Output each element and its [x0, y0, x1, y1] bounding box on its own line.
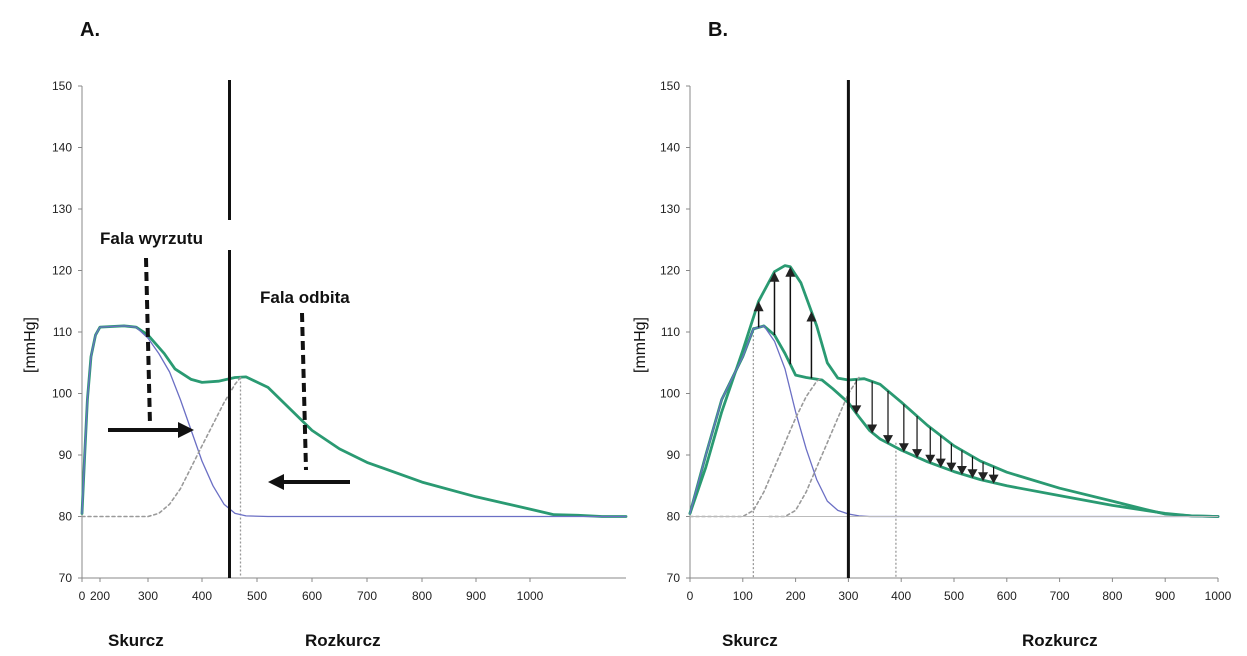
- diastolic-arrow-head: [898, 443, 909, 453]
- series-line-gray-dotted-1: [689, 376, 823, 518]
- x-tick-label: 700: [1050, 589, 1070, 603]
- x-tick-label: 300: [838, 589, 858, 603]
- annotation-box: [96, 220, 236, 250]
- x-tick-label: 400: [192, 589, 212, 603]
- x-tick-label: 300: [138, 589, 158, 603]
- y-axis-label: [mmHg]: [632, 317, 649, 373]
- phase-label-systole: Skurcz: [108, 631, 164, 650]
- chart-layer: A. 70 80 90 100 110 120 130 140 150 [mmHg] 0 200 300 4…: [22, 19, 1232, 650]
- y-tick-label: 80: [59, 510, 73, 524]
- x-tick-label: 800: [1102, 589, 1122, 603]
- y-tick-label: 70: [667, 571, 681, 585]
- x-tick-label: 200: [90, 589, 110, 603]
- x-tick-label: 500: [944, 589, 964, 603]
- diastolic-arrow-head: [988, 474, 999, 484]
- series-line-gray-dotted-2: [768, 376, 860, 518]
- y-tick-label: 150: [660, 79, 680, 93]
- diastolic-arrow-head: [912, 449, 923, 459]
- diastolic-arrow-head: [851, 405, 862, 415]
- x-tick-label: 200: [786, 589, 806, 603]
- diastolic-arrow-head: [967, 469, 978, 479]
- x-tick-label: 500: [247, 589, 267, 603]
- y-tick-label: 90: [59, 448, 73, 462]
- x-tick-label: 600: [302, 589, 322, 603]
- x-tick-label: 100: [733, 589, 753, 603]
- x-tick-label: 400: [891, 589, 911, 603]
- y-tick-label: 140: [660, 141, 680, 155]
- y-tick-label: 90: [667, 448, 681, 462]
- y-tick-label: 110: [53, 325, 72, 339]
- arrow-head: [178, 422, 194, 438]
- x-tick-label: 900: [466, 589, 486, 603]
- panel-label: A.: [80, 19, 100, 41]
- phase-label-systole: Skurcz: [722, 631, 778, 650]
- diastolic-arrow-head: [946, 462, 957, 472]
- x-tick-label: 0: [687, 589, 694, 603]
- chart-panel-a: A. 70 80 90 100 110 120 130 140 150 [mmHg] 0 200 300 4…: [22, 19, 628, 650]
- y-tick-label: 100: [660, 387, 680, 401]
- diastolic-arrow-head: [978, 472, 989, 482]
- augmentation-arrow-head: [806, 311, 817, 322]
- augmentation-arrow-head: [785, 266, 796, 277]
- y-tick-label: 130: [660, 202, 680, 216]
- diastolic-arrow-head: [935, 458, 946, 468]
- x-tick-label: 900: [1155, 589, 1175, 603]
- y-axis-label: [mmHg]: [22, 317, 39, 373]
- phase-label-diastole: Rozkurcz: [305, 631, 381, 650]
- x-tick-label: 600: [997, 589, 1017, 603]
- arrow-head: [268, 474, 284, 490]
- augmentation-arrow-head: [769, 271, 780, 282]
- y-tick-label: 120: [52, 264, 72, 278]
- y-tick-label: 70: [59, 571, 73, 585]
- x-tick-label: 1000: [1205, 589, 1232, 603]
- y-tick-label: 100: [52, 387, 72, 401]
- phase-label-diastole: Rozkurcz: [1022, 631, 1098, 650]
- x-tick-label: 0: [79, 589, 86, 603]
- annotation-ejection-wave: Fala wyrzutu: [100, 229, 203, 248]
- series-line-blue: [689, 325, 1219, 518]
- diastolic-arrow-head: [925, 454, 936, 464]
- x-tick-label: 800: [412, 589, 432, 603]
- series-line-green-upper: [688, 264, 1220, 518]
- panel-label: B.: [708, 19, 728, 41]
- y-tick-label: 150: [52, 79, 72, 93]
- x-tick-label: 1000: [517, 589, 544, 603]
- x-tick-label: 700: [357, 589, 377, 603]
- diastolic-arrow-head: [956, 466, 967, 476]
- annotation-dashed-pointer: [300, 312, 308, 471]
- y-tick-label: 110: [661, 325, 680, 339]
- augmentation-arrow-head: [753, 301, 764, 312]
- annotation-reflected-wave: Fala odbita: [260, 288, 350, 307]
- y-tick-label: 140: [52, 141, 72, 155]
- chart-panel-b: B. 70 80 90 100 110 120 130 140 150 [mmHg] 0 100 200 3…: [632, 19, 1232, 650]
- y-tick-label: 120: [660, 264, 680, 278]
- annotation-box: [255, 282, 390, 310]
- y-tick-label: 130: [52, 202, 72, 216]
- series-line-blue: [81, 325, 627, 518]
- series-line-gray-dotted: [81, 376, 242, 518]
- diastolic-arrow-head: [883, 435, 893, 445]
- y-tick-label: 80: [667, 510, 681, 524]
- diastolic-arrow-head: [867, 424, 878, 434]
